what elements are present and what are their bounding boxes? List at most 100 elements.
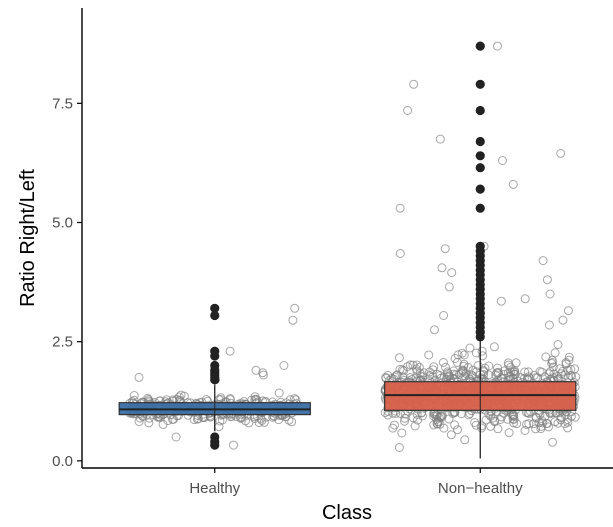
jitter-point (394, 443, 404, 452)
jitter-point (290, 303, 300, 313)
jitter-point (408, 360, 418, 370)
jitter-point (452, 357, 462, 367)
y-axis-ticks: 0.0 2.5 5.0 7.5 (52, 95, 82, 470)
jitter-point (542, 275, 552, 285)
jitter-point (520, 367, 530, 377)
x-axis-ticks: Healthy Non−healthy (189, 468, 523, 497)
jitter-point (176, 390, 186, 400)
jitter-point (229, 440, 238, 450)
jitter-point (478, 351, 488, 361)
jitter-point (394, 353, 404, 363)
jitter-point (493, 41, 502, 51)
jitter-point (470, 418, 480, 427)
jitter-point (405, 360, 415, 370)
jitter-point (409, 79, 419, 89)
jitter-point (437, 263, 447, 273)
jitter-point (390, 420, 399, 430)
jitter-point (570, 364, 580, 374)
jitter-point (398, 365, 407, 375)
jitter-point (225, 346, 235, 356)
jitter-point (459, 350, 469, 360)
jitter-point (251, 365, 261, 375)
outlier-point (475, 79, 485, 89)
jitter-point (158, 419, 168, 429)
x-tick-label: Non−healthy (438, 480, 523, 497)
jitter-point (493, 363, 502, 373)
jitter-point (538, 256, 548, 266)
jitter-point (430, 325, 439, 335)
jitter-point (536, 421, 546, 431)
jitter-point (465, 343, 475, 353)
outlier-point (475, 41, 485, 51)
jitter-point (459, 359, 469, 369)
outliers-layer (210, 41, 485, 450)
jitter-point (529, 419, 538, 429)
jitter-point (395, 203, 405, 213)
outlier-point (210, 440, 220, 450)
jitter-point (395, 249, 405, 258)
jitter-point (556, 148, 566, 158)
jitter-point (388, 423, 398, 433)
jitter-point (544, 320, 554, 330)
jitter-point (473, 361, 483, 371)
jitter-point (457, 348, 467, 358)
jitter-point (520, 426, 530, 435)
outlier-point (475, 203, 485, 213)
jitter-point (486, 421, 496, 431)
jitter-point (258, 370, 268, 380)
jitter-point (496, 296, 506, 306)
jitter-point (450, 420, 460, 430)
jitter-point (563, 306, 573, 316)
jitter-point (553, 340, 563, 349)
jitter-point (484, 361, 494, 371)
jitter-point (433, 419, 443, 429)
jitter-point (522, 419, 531, 429)
jitter-point (144, 418, 154, 428)
jitter-point (288, 315, 298, 325)
x-axis-title: Class (322, 502, 372, 524)
jitter-point (440, 244, 450, 254)
jitter-point (570, 412, 580, 422)
jitter-point (558, 366, 568, 376)
jitter-point (460, 435, 470, 445)
jitter-point (566, 371, 575, 380)
jitter-point (429, 420, 439, 430)
outlier-point (475, 163, 485, 173)
boxes-layer (118, 339, 577, 459)
jitter-point (438, 357, 448, 367)
jitter-point (444, 282, 454, 292)
jitter-point (494, 367, 503, 377)
outlier-point (475, 332, 485, 342)
jitter-point (508, 179, 518, 189)
jitter-point (541, 352, 551, 362)
jitter-point (439, 423, 449, 433)
jitter-point (399, 366, 409, 376)
jitter-point (550, 348, 560, 358)
jitter-point (254, 418, 264, 428)
jitter-point (460, 371, 470, 381)
x-tick-label: Healthy (189, 480, 240, 497)
y-tick-label: 5.0 (52, 215, 73, 232)
jitter-point (548, 437, 557, 447)
jitter-point (556, 415, 566, 425)
jitter-point (545, 367, 555, 377)
jitter-point (287, 417, 297, 427)
jitter-point (504, 360, 514, 370)
outlier-point (475, 184, 485, 194)
jitter-point (510, 366, 520, 375)
jitter-point (397, 428, 407, 438)
jitter-point (504, 428, 514, 438)
jitter-point (558, 315, 568, 325)
jitter-point (279, 361, 289, 370)
jitter-point (217, 415, 227, 425)
jitter-point (520, 294, 530, 304)
jitter-point (390, 372, 400, 382)
jitter-point (403, 106, 413, 115)
jitter-point (444, 414, 454, 424)
jitter-point (458, 365, 468, 375)
jitter-point (134, 372, 144, 382)
jitter-point (498, 156, 507, 165)
y-tick-label: 0.0 (52, 453, 73, 470)
jitter-point (548, 362, 558, 372)
jitter-point (274, 388, 284, 398)
